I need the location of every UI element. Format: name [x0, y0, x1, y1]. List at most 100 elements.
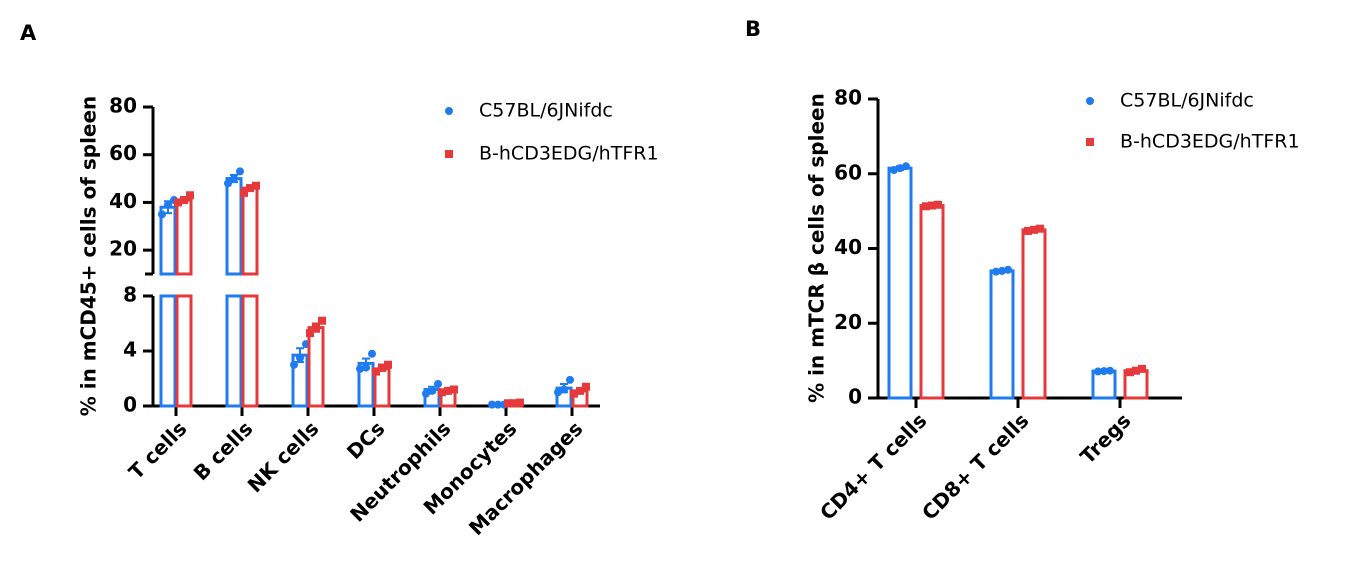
data-point: [992, 267, 1000, 276]
bar: [989, 269, 1015, 400]
data-point: [384, 360, 392, 369]
y-axis-label: % in mCD45+ cells of spleen: [77, 96, 101, 417]
y-tick-label: 40: [109, 189, 137, 213]
y-tick-label: 60: [834, 160, 862, 184]
data-point: [252, 181, 260, 190]
y-tick-label: 60: [109, 141, 137, 165]
bar: [887, 166, 913, 400]
bar-lower: [225, 294, 243, 408]
y-tick-label: 8: [123, 283, 137, 307]
legend-marker: [1086, 97, 1094, 105]
data-point: [1004, 265, 1012, 274]
legend-marker: [1086, 138, 1094, 146]
bar: [919, 204, 945, 400]
data-point: [504, 399, 512, 408]
data-point: [1132, 366, 1140, 375]
data-point: [368, 349, 376, 358]
data-point: [934, 200, 942, 209]
data-point: [362, 363, 370, 372]
x-tick-label: CD4+ T cells: [815, 408, 931, 524]
data-point: [378, 363, 386, 372]
y-tick-label: 0: [848, 385, 862, 409]
x-tick-label: NK cells: [243, 416, 324, 497]
data-point: [494, 400, 502, 409]
data-point: [896, 164, 904, 173]
data-point: [444, 386, 452, 395]
legend-label: B-hCD3EDG/hTFR1: [1120, 131, 1300, 153]
data-point: [1030, 225, 1038, 234]
x-tick-label: CD8+ T cells: [917, 408, 1033, 524]
legend-label: C57BL/6JNifdc: [479, 100, 613, 122]
data-point: [890, 166, 898, 175]
bar-lower: [175, 294, 193, 408]
data-point: [230, 174, 238, 183]
bar: [241, 186, 259, 276]
data-point: [356, 364, 364, 373]
data-point: [570, 389, 578, 398]
legend-marker: [445, 150, 453, 158]
bar: [225, 177, 243, 276]
y-tick-label: 0: [123, 393, 137, 417]
data-point: [560, 385, 568, 394]
y-tick-label: 20: [109, 237, 137, 261]
data-point: [428, 386, 436, 395]
bar: [1021, 228, 1047, 400]
data-point: [1024, 226, 1032, 235]
data-point: [582, 382, 590, 391]
data-point: [516, 398, 524, 407]
y-tick-label: 4: [123, 338, 137, 362]
data-point: [488, 400, 496, 409]
data-point: [510, 399, 518, 408]
y-tick-label: 80: [109, 94, 137, 118]
panel-label: A: [20, 21, 37, 45]
data-point: [998, 266, 1006, 275]
data-point: [296, 353, 304, 362]
data-point: [1100, 367, 1108, 376]
data-point: [236, 167, 244, 176]
data-point: [928, 201, 936, 210]
data-point: [306, 329, 314, 338]
data-point: [290, 360, 298, 369]
x-tick-label: Macrophages: [464, 416, 588, 540]
bar: [1091, 369, 1117, 400]
data-point: [438, 388, 446, 397]
data-point: [186, 191, 194, 200]
data-point: [922, 202, 930, 211]
bar-lower: [241, 294, 259, 408]
data-point: [158, 210, 166, 219]
bar-lower: [159, 294, 177, 408]
bar: [175, 198, 193, 276]
data-point: [566, 375, 574, 384]
data-point: [180, 196, 188, 205]
data-point: [450, 385, 458, 394]
data-point: [554, 388, 562, 397]
data-point: [1138, 364, 1146, 373]
data-point: [434, 380, 442, 388]
data-point: [318, 316, 326, 325]
data-point: [224, 179, 232, 188]
legend-label: B-hCD3EDG/hTFR1: [479, 143, 659, 165]
data-point: [240, 188, 248, 197]
data-point: [902, 162, 910, 171]
data-point: [1106, 366, 1114, 375]
bar: [307, 326, 325, 408]
legend-marker: [445, 107, 453, 115]
x-tick-label: Tregs: [1075, 408, 1135, 468]
x-tick-label: DCs: [342, 416, 390, 464]
data-point: [422, 389, 430, 398]
x-tick-label: T cells: [124, 416, 192, 484]
data-point: [372, 367, 380, 376]
data-point: [1094, 367, 1102, 376]
panel-label: B: [745, 17, 761, 41]
data-point: [576, 386, 584, 395]
data-point: [246, 184, 254, 193]
data-point: [1036, 224, 1044, 233]
data-point: [312, 323, 320, 332]
data-point: [1126, 368, 1134, 377]
data-point: [174, 198, 182, 207]
legend-label: C57BL/6JNifdc: [1120, 90, 1254, 112]
y-axis-label: % in mTCR β cells of spleen: [805, 93, 829, 403]
y-tick-label: 80: [834, 86, 862, 110]
data-point: [164, 200, 172, 209]
